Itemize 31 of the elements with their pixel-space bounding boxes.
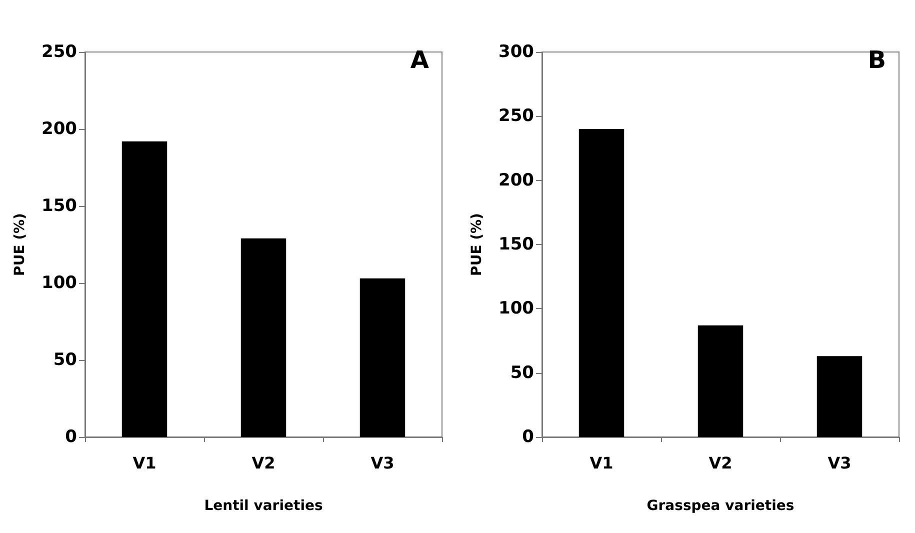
- y-axis-title: PUE (%): [12, 213, 28, 276]
- x-tick-label: V3: [370, 454, 394, 472]
- x-tick-label: V2: [252, 454, 276, 472]
- y-tick-label: 250: [498, 106, 534, 126]
- y-tick-label: 100: [42, 273, 78, 293]
- y-axis-title: PUE (%): [469, 213, 485, 276]
- x-tick-label: V3: [828, 454, 852, 472]
- y-tick-label: 0: [522, 427, 534, 447]
- annotation: A: [410, 46, 430, 74]
- y-tick-label: 250: [42, 42, 78, 62]
- y-tick-label: 150: [498, 234, 534, 254]
- x-axis-title: Lentil varieties: [204, 498, 323, 514]
- y-tick-label: 0: [65, 427, 78, 447]
- bar: [816, 356, 862, 437]
- bar: [240, 238, 286, 437]
- y-tick-label: 300: [498, 42, 534, 62]
- bar: [578, 129, 624, 437]
- bar: [698, 325, 744, 437]
- y-tick-label: 150: [42, 196, 78, 216]
- x-tick-label: V1: [590, 454, 614, 472]
- bar: [360, 278, 406, 437]
- x-tick-label: V1: [132, 454, 156, 472]
- bar: [122, 141, 168, 437]
- y-tick-label: 100: [498, 298, 534, 319]
- x-tick-label: V2: [708, 454, 732, 472]
- annotation: B: [868, 46, 886, 74]
- x-axis-title: Grasspea varieties: [646, 498, 794, 514]
- y-tick-label: 200: [42, 119, 78, 139]
- y-tick-label: 200: [498, 170, 534, 190]
- y-tick-label: 50: [510, 362, 534, 383]
- y-tick-label: 50: [53, 350, 78, 370]
